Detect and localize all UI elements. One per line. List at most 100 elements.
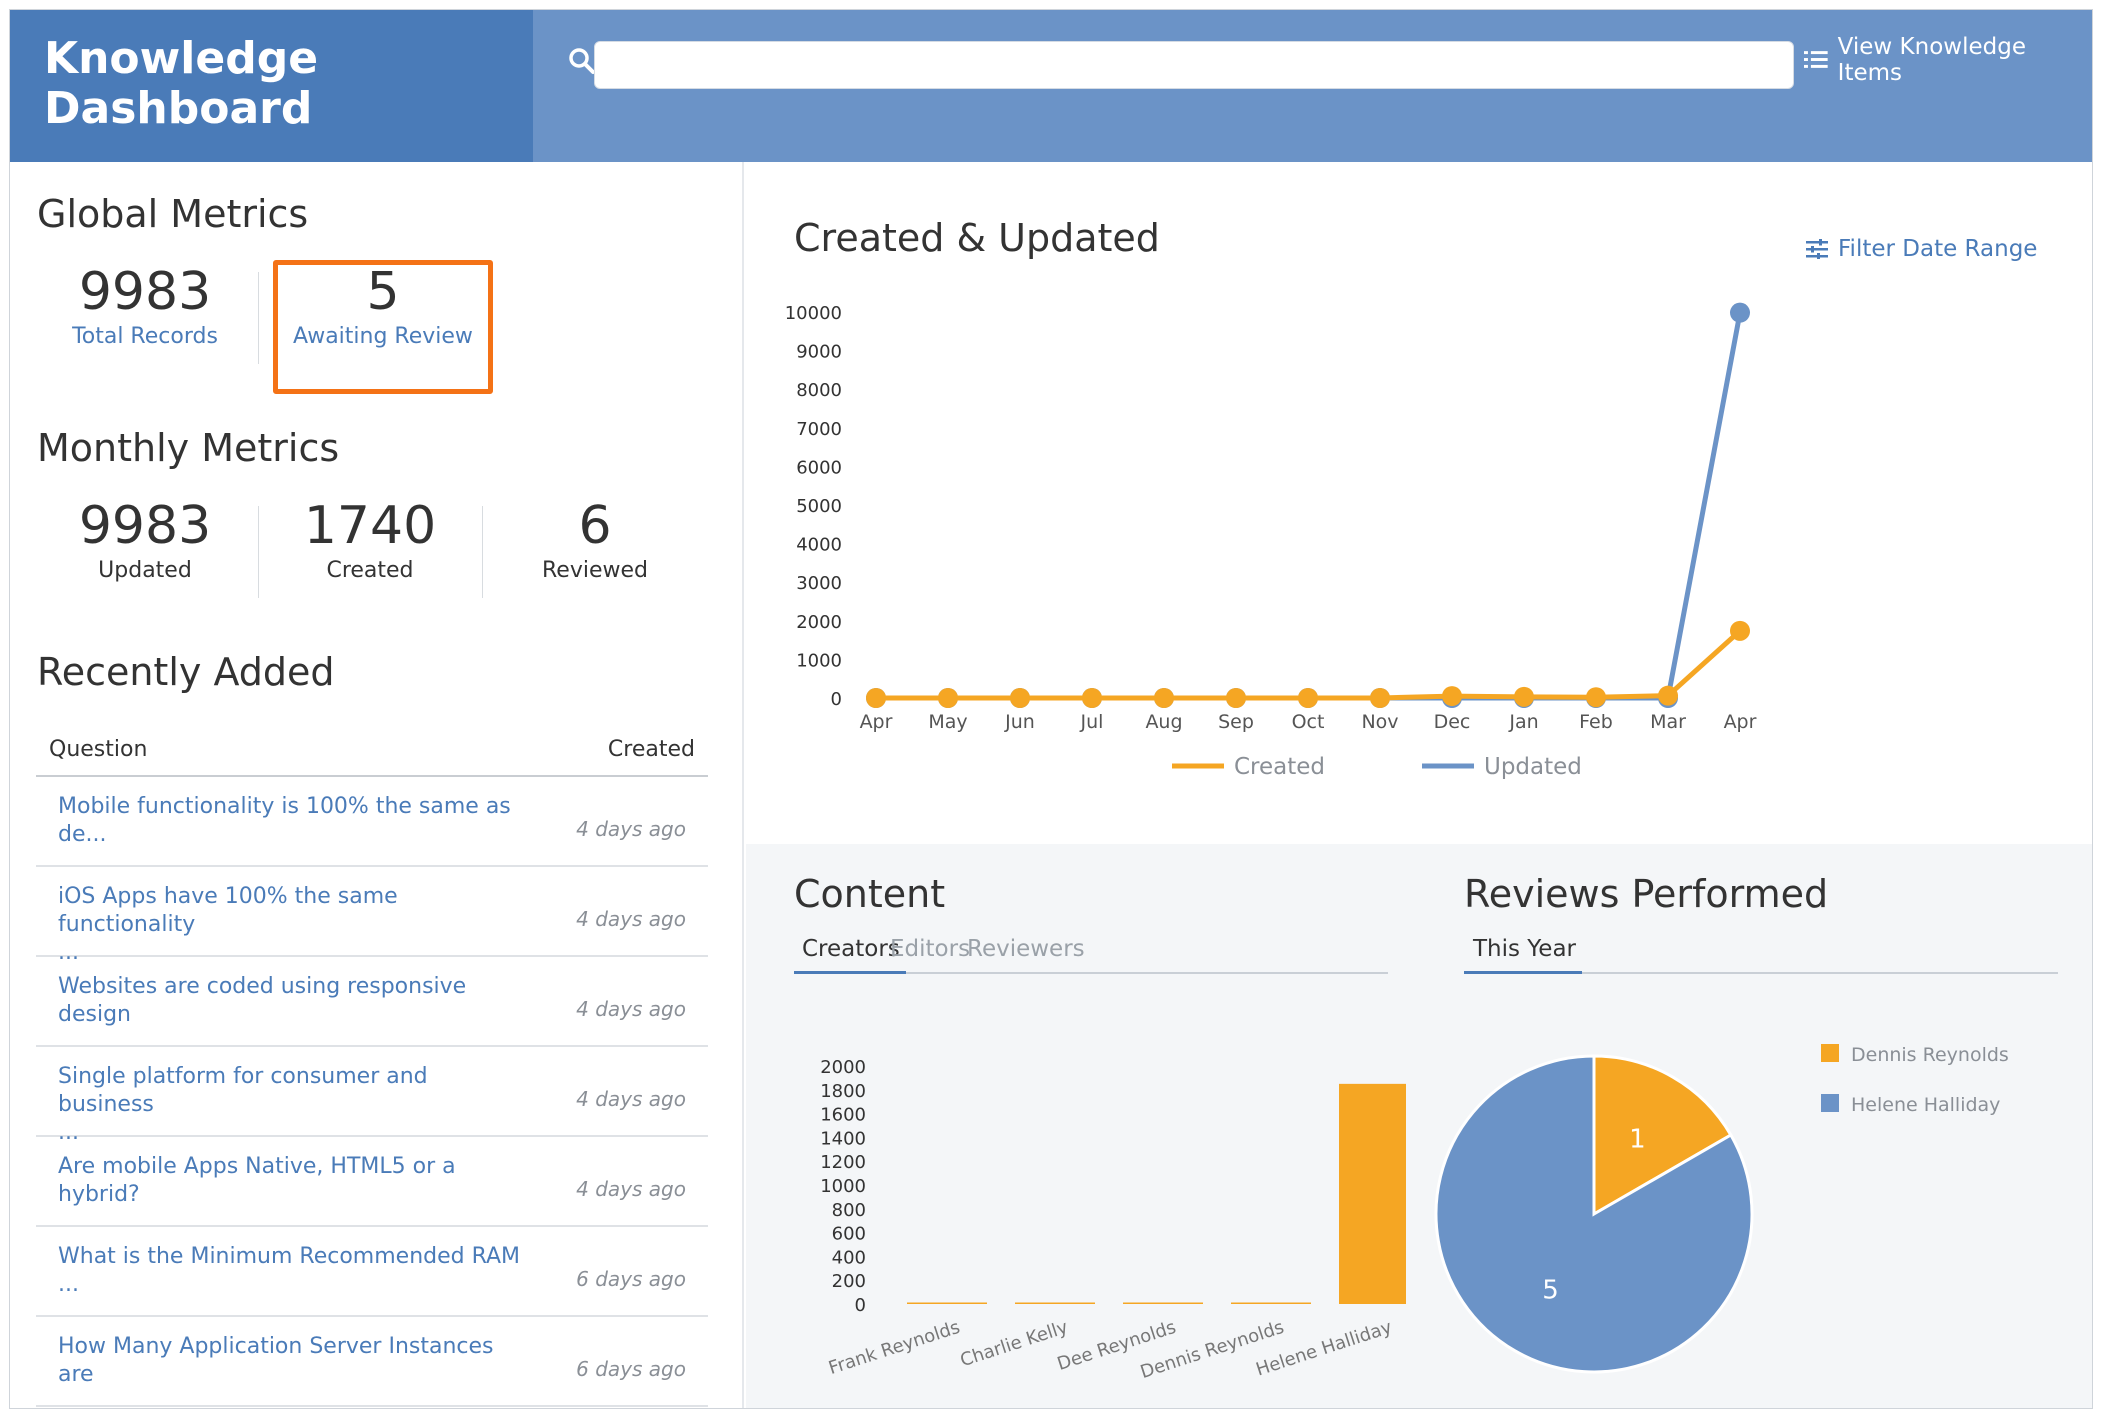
y-tick-label: 4000 [796, 535, 842, 556]
filter-date-range-button[interactable]: Filter Date Range [1806, 236, 2037, 262]
y-tick-label: 2000 [796, 612, 842, 633]
column-header-question[interactable]: Question [49, 737, 148, 762]
y-tick-label: 3000 [796, 573, 842, 594]
legend-label: Helene Halliday [1851, 1094, 2000, 1116]
x-tick-label: May [928, 711, 967, 733]
y-tick-label: 1000 [796, 650, 842, 671]
left-sidebar: Global Metrics 9983 Total Records 5 Awai… [10, 162, 744, 1408]
created-date: 4 days ago [576, 907, 686, 931]
view-knowledge-items-label: View Knowledge Items [1837, 34, 2026, 86]
question-link[interactable]: How Many Application Server Instances are [58, 1333, 528, 1389]
recently-added-title: Recently Added [37, 650, 335, 694]
awaiting-review-label[interactable]: Awaiting Review [293, 324, 473, 349]
question-line1: Websites are coded using responsive [58, 974, 467, 999]
list-icon [1804, 51, 1828, 68]
created-date: 6 days ago [576, 1267, 686, 1291]
data-point-created [938, 688, 958, 708]
created-date: 6 days ago [576, 1357, 686, 1381]
table-row[interactable]: What is the Minimum Recommended RAM... 6 … [36, 1227, 708, 1317]
x-tick-label: Dec [1434, 711, 1471, 733]
search-input[interactable] [594, 41, 1794, 89]
question-link[interactable]: iOS Apps have 100% the same functionalit… [58, 883, 528, 967]
column-header-created[interactable]: Created [607, 737, 695, 762]
y-tick-label: 0 [855, 1295, 866, 1316]
y-tick-label: 10000 [785, 303, 842, 324]
x-tick-label: Feb [1579, 711, 1613, 733]
bar-charlie-kelly [1015, 1302, 1095, 1304]
tab-creators[interactable]: Creators [802, 936, 900, 962]
y-tick-label: 800 [832, 1200, 866, 1221]
series-line-created [876, 628, 1742, 701]
monthly-reviewed-label: Reviewed [542, 558, 648, 583]
app-title: Knowledge Dashboard [10, 10, 533, 162]
y-tick-label: 9000 [796, 342, 842, 363]
awaiting-review-metric: 5 Awaiting Review [273, 262, 493, 352]
y-tick-label: 8000 [796, 380, 842, 401]
data-point-created [1226, 688, 1246, 708]
x-tick-label: Jun [1004, 711, 1035, 733]
monthly-reviewed-value: 6 [578, 496, 612, 556]
tab-this-year[interactable]: This Year [1473, 936, 1577, 962]
question-line2: ... [58, 1120, 79, 1145]
search-icon[interactable] [567, 46, 597, 76]
question-line2: de... [58, 822, 107, 847]
question-link[interactable]: Mobile functionality is 100% the same as… [58, 793, 528, 849]
active-tab-indicator [794, 971, 906, 974]
legend-swatch [1821, 1094, 1839, 1112]
data-point-updated [1730, 302, 1750, 323]
data-point-created [1730, 620, 1750, 641]
pie-slice-helene-halliday [1434, 1054, 1754, 1374]
table-row[interactable]: Are mobile Apps Native, HTML5 or a hybrid… [36, 1137, 708, 1227]
question-line2: are [58, 1362, 94, 1387]
top-header: Knowledge Dashboard View Knowledge Items [10, 10, 2092, 162]
created-date: 4 days ago [576, 1087, 686, 1111]
x-tick-label: Oct [1292, 711, 1325, 733]
content-tabs-divider [794, 972, 1388, 974]
monthly-reviewed-metric: 6 Reviewed [490, 496, 700, 586]
table-row[interactable]: Single platform for consumer and busines… [36, 1047, 708, 1145]
bar-frank-reynolds [907, 1302, 987, 1304]
question-link[interactable]: Websites are coded using responsive desig… [58, 973, 528, 1029]
x-tick-label: Aug [1145, 711, 1182, 733]
y-tick-label: 7000 [796, 419, 842, 440]
total-records-metric: 9983 Total Records [40, 262, 250, 352]
x-tick-label: Jan [1508, 711, 1538, 733]
app-title-line1: Knowledge [44, 33, 319, 84]
question-link[interactable]: Are mobile Apps Native, HTML5 or a hybrid… [58, 1153, 528, 1209]
table-row[interactable]: Websites are coded using responsive desig… [36, 957, 708, 1047]
global-metrics-title: Global Metrics [37, 192, 309, 236]
tab-editors[interactable]: Editors [890, 936, 971, 962]
x-tick-label: Frank Reynolds [826, 1317, 962, 1379]
data-point-created [1442, 686, 1462, 707]
created-date: 4 days ago [576, 997, 686, 1021]
tab-reviewers[interactable]: Reviewers [967, 936, 1085, 962]
monthly-updated-label: Updated [98, 558, 192, 583]
table-row[interactable]: iOS Apps have 100% the same functionalit… [36, 867, 708, 965]
bottom-panel: Content Creators Editors Reviewers Revie… [746, 844, 2092, 1408]
created-date: 4 days ago [576, 1177, 686, 1201]
table-row[interactable]: How Many Application Server Instances are… [36, 1317, 708, 1407]
y-tick-label: 1000 [820, 1176, 866, 1197]
metric-divider [482, 506, 483, 598]
total-records-label[interactable]: Total Records [72, 324, 218, 349]
question-line2: ... [58, 940, 79, 965]
question-line1: Mobile functionality is 100% the same as [58, 794, 511, 819]
legend-label-created: Created [1234, 754, 1325, 780]
y-tick-label: 1400 [820, 1128, 866, 1149]
data-point-created [1514, 686, 1534, 707]
y-tick-label: 600 [832, 1224, 866, 1245]
table-header: Question Created [36, 727, 708, 777]
pie-value-label: 5 [1542, 1275, 1559, 1305]
y-tick-label: 6000 [796, 457, 842, 478]
pie-slice-dennis-reynolds [1592, 1054, 1733, 1217]
table-row[interactable]: Mobile functionality is 100% the same as… [36, 777, 708, 867]
y-tick-label: 1800 [820, 1081, 866, 1102]
metric-divider [258, 272, 259, 364]
question-line2: hybrid? [58, 1182, 140, 1207]
view-knowledge-items-link[interactable]: View Knowledge Items [1804, 34, 2092, 86]
monthly-created-label: Created [326, 558, 414, 583]
question-link[interactable]: Single platform for consumer and busines… [58, 1063, 528, 1147]
bar-dennis-reynolds [1231, 1302, 1311, 1304]
question-link[interactable]: What is the Minimum Recommended RAM... [58, 1243, 528, 1299]
question-line2: ... [58, 1272, 79, 1297]
